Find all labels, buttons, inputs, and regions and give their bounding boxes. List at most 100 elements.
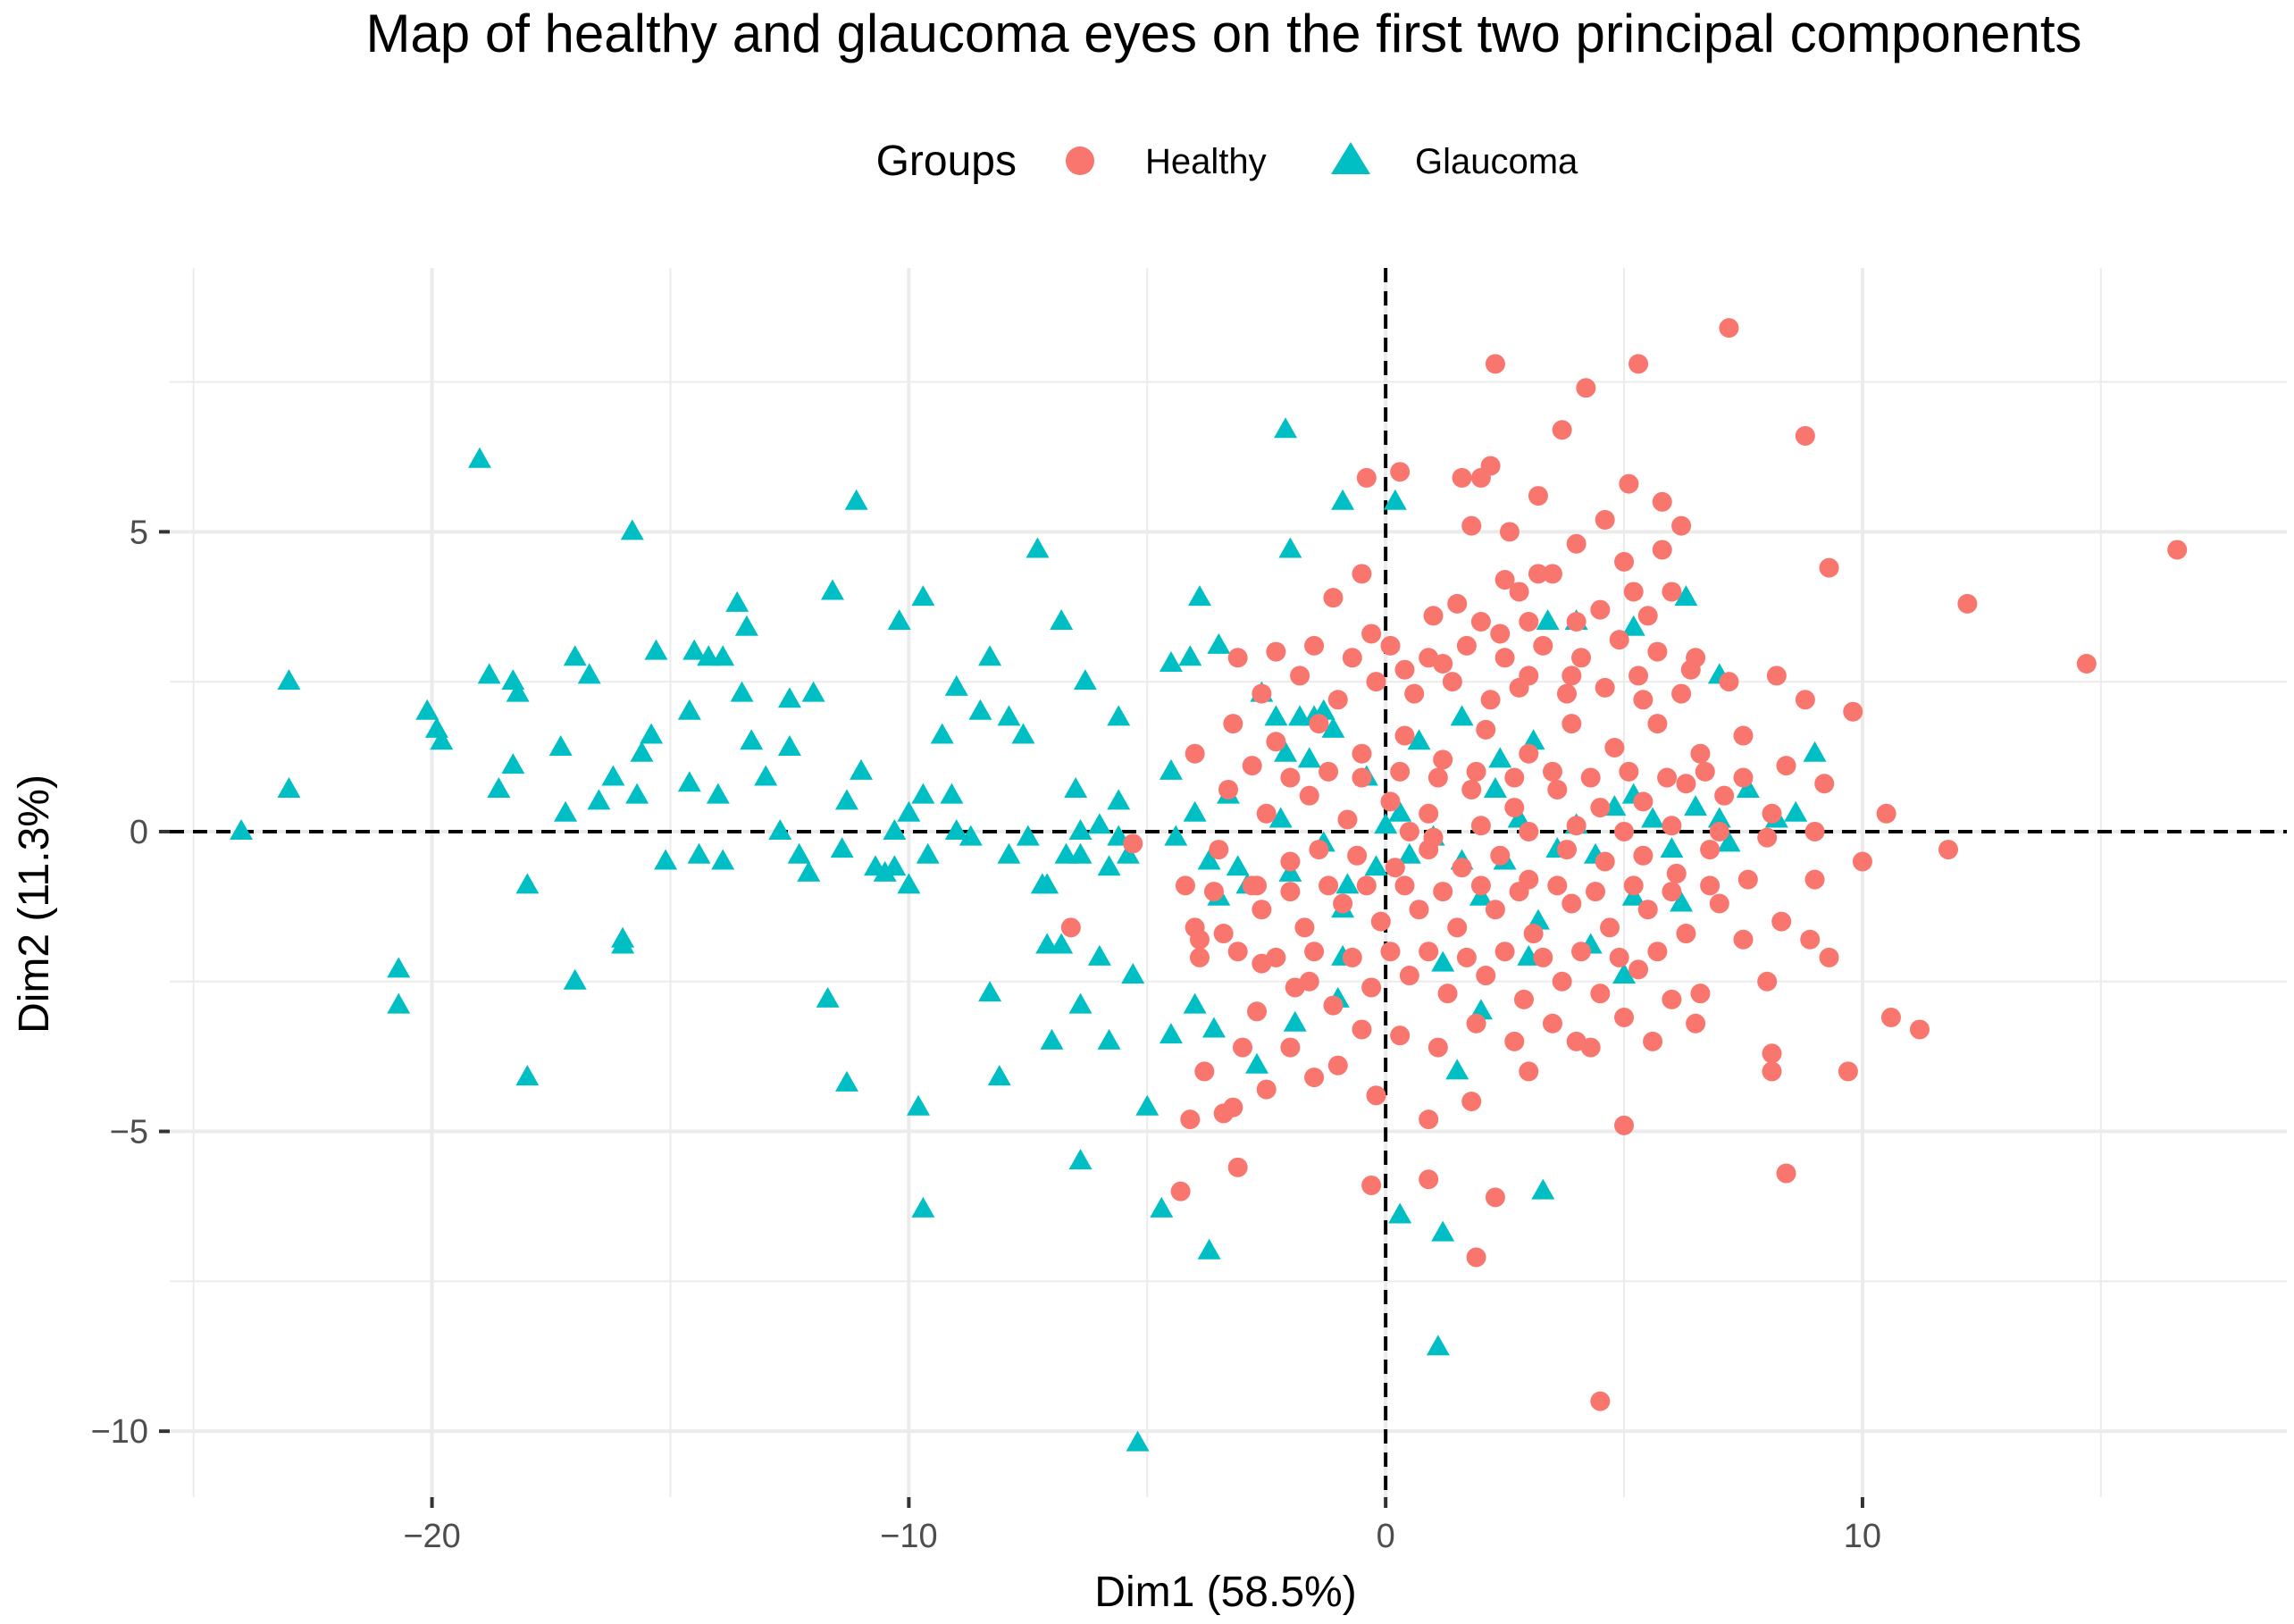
- glaucoma-point: [1068, 992, 1093, 1014]
- healthy-point: [1561, 666, 1582, 686]
- glaucoma-point: [873, 860, 897, 882]
- healthy-point: [1647, 641, 1668, 662]
- healthy-point: [1519, 666, 1539, 686]
- healthy-point: [1590, 599, 1611, 620]
- glaucoma-point: [477, 663, 501, 684]
- healthy-point: [1447, 917, 1468, 938]
- healthy-point: [1390, 462, 1411, 482]
- healthy-point: [1323, 995, 1344, 1016]
- healthy-point: [1647, 714, 1668, 734]
- glaucoma-point: [1268, 807, 1293, 828]
- glaucoma-point: [1107, 705, 1131, 726]
- healthy-point: [1227, 648, 1248, 668]
- healthy-point: [1533, 635, 1553, 656]
- healthy-point: [1561, 893, 1582, 914]
- glaucoma-point: [1450, 705, 1474, 726]
- glaucoma-point: [601, 765, 625, 786]
- glaucoma-point: [1264, 705, 1288, 726]
- healthy-point: [1337, 809, 1358, 830]
- legend-healthy-marker: [1066, 146, 1094, 175]
- healthy-point: [1319, 875, 1339, 896]
- healthy-point: [1433, 749, 1453, 770]
- healthy-point: [1361, 977, 1382, 998]
- glaucoma-point: [548, 734, 573, 756]
- glaucoma-point: [1126, 1430, 1150, 1452]
- healthy-point: [1361, 624, 1382, 644]
- glaucoma-point: [1383, 489, 1407, 510]
- healthy-point: [1356, 467, 1377, 488]
- glaucoma-point: [1135, 1094, 1160, 1116]
- glaucoma-point: [467, 447, 491, 468]
- glaucoma-point: [1431, 1220, 1455, 1242]
- healthy-point: [1552, 420, 1572, 440]
- healthy-point: [1361, 1175, 1382, 1195]
- healthy-point: [1623, 875, 1644, 896]
- healthy-point: [1227, 1157, 1248, 1177]
- healthy-point: [1757, 971, 1778, 992]
- healthy-point: [1547, 875, 1568, 896]
- glaucoma-point: [1026, 537, 1050, 558]
- healthy-point: [1304, 942, 1325, 962]
- glaucoma-point: [644, 639, 668, 660]
- healthy-point: [1576, 378, 1596, 398]
- healthy-point: [1566, 612, 1587, 632]
- healthy-point: [1427, 767, 1448, 788]
- healthy-point: [1170, 1181, 1191, 1201]
- healthy-point: [1686, 648, 1706, 668]
- glaucoma-point: [834, 789, 858, 810]
- glaucoma-point: [1426, 1335, 1450, 1356]
- healthy-point: [1490, 624, 1511, 644]
- glaucoma-point: [1397, 842, 1421, 864]
- glaucoma-point: [1183, 992, 1207, 1014]
- healthy-point: [1213, 924, 1234, 944]
- healthy-point: [1628, 666, 1649, 686]
- glaucoma-point: [1335, 873, 1360, 894]
- healthy-point: [1370, 911, 1391, 932]
- healthy-point: [1700, 875, 1720, 896]
- glaucoma-point: [577, 663, 601, 684]
- healthy-point: [1595, 851, 1615, 872]
- healthy-point: [1256, 803, 1277, 824]
- healthy-point: [1509, 882, 1529, 902]
- glaucoma-point: [554, 800, 578, 822]
- glaucoma-point: [587, 789, 611, 810]
- healthy-point: [1662, 816, 1682, 836]
- healthy-point: [1452, 858, 1472, 878]
- glaucoma-point: [677, 771, 701, 792]
- healthy-points: [1060, 318, 2188, 1411]
- healthy-point: [1676, 924, 1696, 944]
- glaucoma-point: [730, 681, 754, 702]
- healthy-point: [1686, 1013, 1706, 1034]
- healthy-point: [1628, 959, 1649, 980]
- healthy-point: [1437, 984, 1458, 1004]
- healthy-point: [1637, 606, 1658, 626]
- glaucoma-point: [887, 609, 911, 631]
- healthy-point: [1175, 875, 1195, 896]
- glaucoma-point: [1187, 585, 1211, 607]
- healthy-point: [1909, 1019, 1930, 1040]
- healthy-point: [1470, 612, 1491, 632]
- healthy-point: [1456, 947, 1477, 967]
- healthy-point: [1762, 803, 1782, 824]
- healthy-point: [1880, 1008, 1901, 1028]
- healthy-point: [1380, 942, 1401, 962]
- healthy-point: [1561, 714, 1582, 734]
- glaucoma-point: [611, 933, 635, 954]
- glaucoma-point: [1707, 807, 1731, 828]
- glaucoma-point: [1178, 645, 1202, 666]
- glaucoma-point: [1407, 729, 1431, 750]
- healthy-point: [1218, 779, 1238, 799]
- healthy-point: [1614, 1115, 1635, 1135]
- glaucoma-point: [883, 855, 907, 876]
- healthy-point: [1652, 491, 1672, 512]
- glaucoma-point: [725, 590, 749, 612]
- healthy-point: [1657, 767, 1678, 788]
- healthy-point: [1366, 1085, 1386, 1106]
- healthy-point: [1700, 840, 1720, 860]
- healthy-point: [1614, 821, 1635, 841]
- glaucoma-point: [1536, 609, 1560, 631]
- y-tick-label: 5: [130, 514, 148, 551]
- healthy-point: [1466, 1013, 1486, 1034]
- glaucoma-point: [630, 741, 654, 762]
- healthy-point: [1461, 1091, 1482, 1111]
